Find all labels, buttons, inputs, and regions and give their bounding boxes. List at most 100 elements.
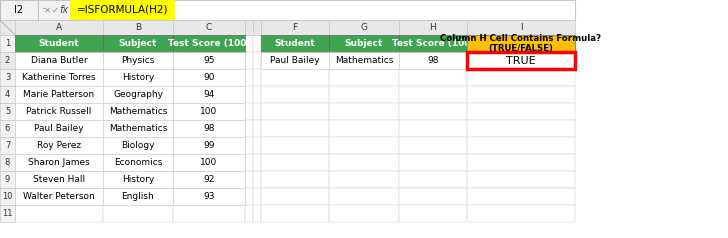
Bar [467,120,575,137]
Text: B: B [135,23,141,32]
Bar [173,103,245,120]
Bar [399,137,467,154]
Bar [173,188,245,205]
Bar [0,35,15,52]
Bar [103,52,173,69]
Bar [467,52,575,69]
Bar [173,69,245,86]
Bar [70,0,575,20]
Bar [15,52,103,69]
Bar [15,171,103,188]
Bar [329,35,399,52]
Bar [173,86,245,103]
Bar [15,188,103,205]
Text: F: F [293,23,298,32]
Text: Economics: Economics [114,158,162,167]
Bar [329,154,399,171]
Bar [0,188,15,205]
Bar [15,120,103,137]
Bar [15,69,103,86]
Bar [399,120,467,137]
Bar [0,0,575,20]
Bar [173,120,245,137]
Bar [15,137,103,154]
Text: ·: · [42,4,46,14]
Text: History: History [122,175,154,184]
Bar [173,52,245,69]
Bar [329,188,399,205]
Bar [15,103,103,120]
Text: Marie Patterson: Marie Patterson [23,90,95,99]
Bar [103,120,173,137]
Bar [0,205,15,222]
Bar [173,205,245,222]
Bar [103,20,173,35]
Bar [15,69,103,86]
Text: Sharon James: Sharon James [28,158,90,167]
Bar [0,52,15,69]
Text: 100: 100 [200,107,218,116]
Bar [15,20,103,35]
Bar [329,20,399,35]
Bar [103,69,173,86]
Bar [399,35,467,52]
Text: 98: 98 [427,56,439,65]
Text: Test Score (100): Test Score (100) [167,39,250,48]
Bar [467,52,575,69]
Bar [103,86,173,103]
Text: =ISFORMULA(H2): =ISFORMULA(H2) [76,5,168,15]
Bar [245,103,253,120]
Text: 99: 99 [203,141,215,150]
Bar [103,137,173,154]
Text: Paul Bailey: Paul Bailey [34,124,84,133]
Bar [0,103,15,120]
Text: Subject: Subject [345,39,383,48]
Bar [173,86,245,103]
Bar [399,154,467,171]
Text: 3: 3 [5,73,10,82]
Bar [261,35,329,52]
Bar [15,86,103,103]
Bar [467,35,575,52]
Bar [261,52,329,69]
Bar [399,171,467,188]
Bar [245,69,253,86]
Bar [261,154,329,171]
Bar [173,52,245,69]
Bar [253,120,261,137]
Bar [15,137,103,154]
Text: 6: 6 [5,124,10,133]
Text: Mathematics: Mathematics [108,124,167,133]
Bar [253,86,261,103]
Bar [0,154,15,171]
Bar [103,103,173,120]
Bar [329,69,399,86]
Bar [103,171,173,188]
Text: 95: 95 [203,56,215,65]
Bar [103,69,173,86]
Text: Steven Hall: Steven Hall [33,175,85,184]
Bar [15,103,103,120]
Text: TRUE: TRUE [506,55,536,65]
Bar [399,52,467,69]
Bar [253,171,261,188]
Text: History: History [122,73,154,82]
Text: G: G [360,23,368,32]
Bar [467,103,575,120]
Text: Roy Perez: Roy Perez [37,141,81,150]
Bar [329,103,399,120]
Text: 2: 2 [5,56,10,65]
Bar [0,69,15,86]
Bar [253,35,261,52]
Bar [15,52,103,69]
Bar [103,154,173,171]
Bar [173,20,245,35]
Text: 11: 11 [2,209,13,218]
Bar [467,35,575,52]
Text: 90: 90 [203,73,215,82]
Text: 94: 94 [203,90,215,99]
Bar [399,20,467,35]
Bar [103,205,173,222]
Bar [467,86,575,103]
Bar [15,154,103,171]
